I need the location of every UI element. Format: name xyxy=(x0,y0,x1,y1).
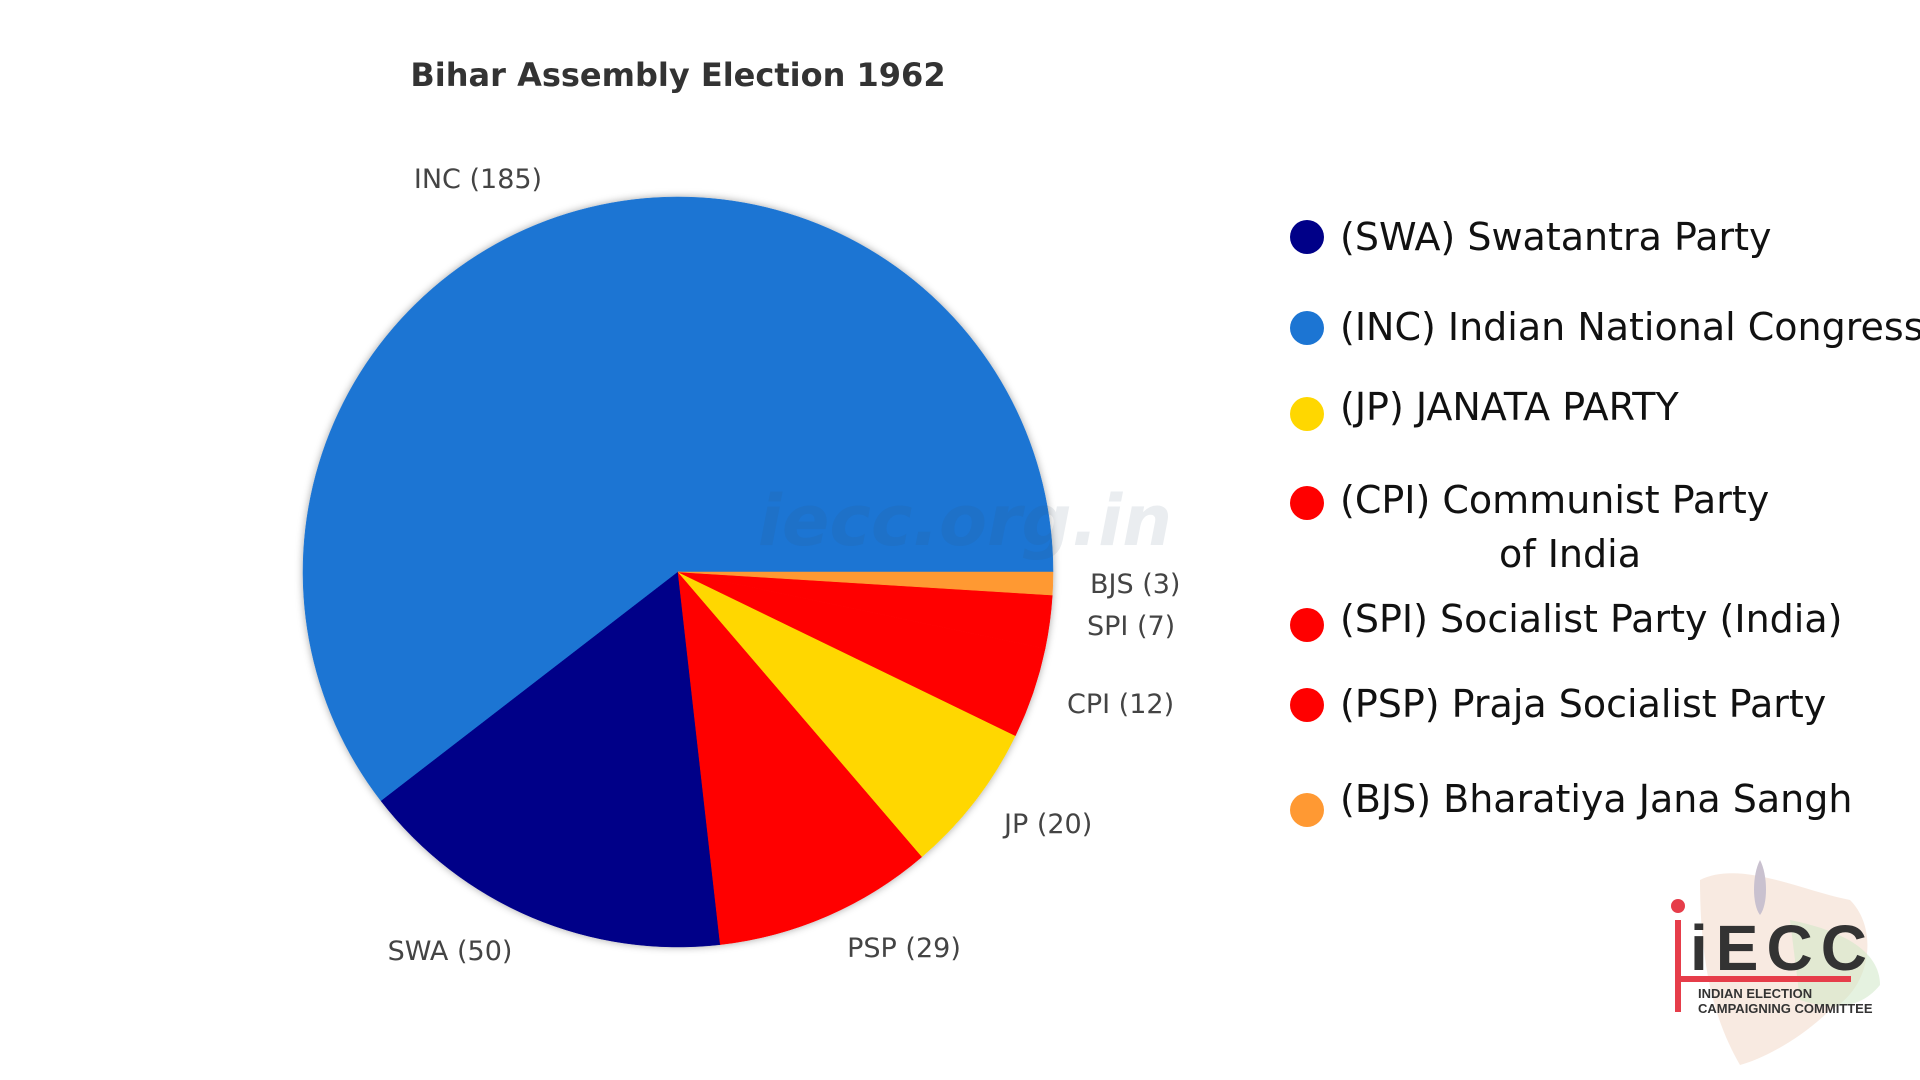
slice-label-spi: SPI (7) xyxy=(1087,611,1175,642)
legend-label-4: (SPI) Socialist Party (India) xyxy=(1340,597,1842,641)
slice-label-swa: SWA (50) xyxy=(388,936,513,967)
legend-marker-4 xyxy=(1290,608,1324,642)
pie-slice-inc xyxy=(302,196,1054,802)
iecc-logo: iECC INDIAN ELECTION CAMPAIGNING COMMITT… xyxy=(1671,860,1880,1065)
watermark: iecc.org.in xyxy=(758,480,1172,562)
legend-label-2: (JP) JANATA PARTY xyxy=(1340,385,1680,429)
legend-label-3-line-2: of India xyxy=(1499,532,1641,576)
slice-label-jp: JP (20) xyxy=(1002,809,1092,840)
legend-label-3: (CPI) Communist Party xyxy=(1340,478,1769,522)
legend-marker-2 xyxy=(1290,397,1324,431)
chart-title: Bihar Assembly Election 1962 xyxy=(410,56,945,94)
logo-letters: iECC xyxy=(1690,912,1875,984)
slice-label-psp: PSP (29) xyxy=(847,933,961,964)
pie-slice-jp xyxy=(677,571,1016,858)
slice-label-cpi: CPI (12) xyxy=(1067,689,1174,720)
legend-label-6: (BJS) Bharatiya Jana Sangh xyxy=(1340,777,1852,821)
legend-marker-5 xyxy=(1290,688,1324,722)
pie-slice-psp xyxy=(677,571,923,945)
slice-label-bjs: BJS (3) xyxy=(1090,569,1180,600)
legend-label-1: (INC) Indian National Congress xyxy=(1340,305,1920,349)
legend-label-0: (SWA) Swatantra Party xyxy=(1340,215,1772,259)
legend-label-5: (PSP) Praja Socialist Party xyxy=(1340,682,1826,726)
legend-marker-0 xyxy=(1290,220,1324,254)
slice-label-inc: INC (185) xyxy=(414,164,542,195)
legend-marker-3 xyxy=(1290,486,1324,520)
pie-slice-bjs xyxy=(677,571,1054,596)
logo-line-2: CAMPAIGNING COMMITTEE xyxy=(1698,1001,1873,1016)
legend-marker-1 xyxy=(1290,311,1324,345)
pie-slice-swa xyxy=(380,571,721,948)
logo-line-1: INDIAN ELECTION xyxy=(1698,986,1812,1001)
legend-marker-6 xyxy=(1290,793,1324,827)
